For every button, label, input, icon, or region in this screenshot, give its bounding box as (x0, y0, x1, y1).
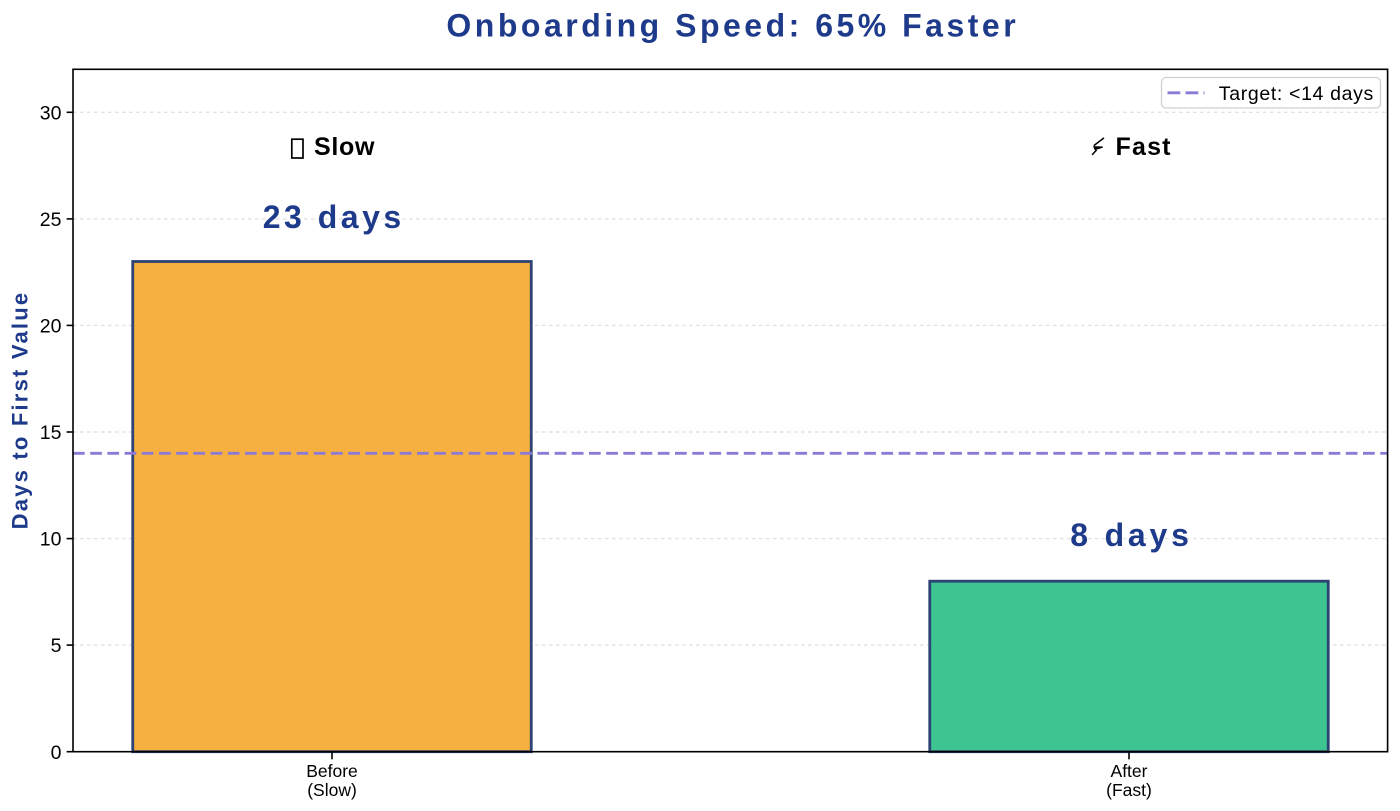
svg-text:(Fast): (Fast) (1106, 780, 1152, 800)
svg-text:10: 10 (40, 529, 62, 551)
svg-text:Target: <14 days: Target: <14 days (1219, 83, 1374, 105)
svg-text:20: 20 (40, 316, 62, 338)
svg-text:Fast: Fast (1116, 133, 1172, 161)
svg-text:(Slow): (Slow) (307, 780, 357, 800)
svg-text:23 days: 23 days (263, 199, 405, 235)
svg-text:Days to First Value: Days to First Value (8, 291, 33, 530)
svg-text:30: 30 (40, 102, 62, 124)
svg-text:5: 5 (51, 635, 62, 657)
svg-text:8 days: 8 days (1070, 517, 1192, 553)
svg-text:Before: Before (306, 761, 358, 781)
svg-text:Onboarding Speed: 65% Faster: Onboarding Speed: 65% Faster (446, 7, 1019, 43)
svg-text:Slow: Slow (314, 133, 375, 161)
svg-text:25: 25 (40, 209, 62, 231)
svg-text:15: 15 (40, 422, 62, 444)
svg-text:0: 0 (51, 742, 62, 764)
svg-text:After: After (1111, 761, 1148, 781)
